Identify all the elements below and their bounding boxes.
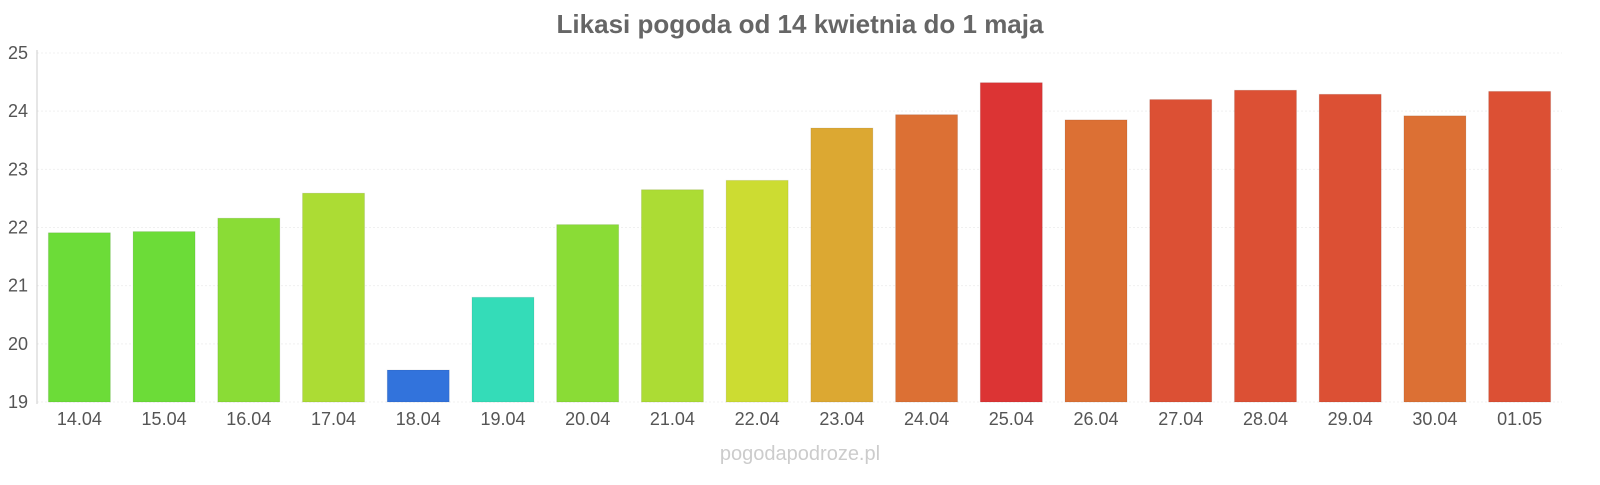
bar-30.04	[1403, 115, 1467, 403]
x-tick-label: 19.04	[480, 409, 525, 429]
x-tick-label: 01.05	[1497, 409, 1542, 429]
y-tick-label: 20	[8, 334, 28, 354]
x-tick-label: 20.04	[565, 409, 610, 429]
y-axis: 19 20 21 22 23 24 25	[8, 43, 28, 412]
bar-14.04	[47, 232, 111, 403]
bar-21.04	[640, 189, 704, 403]
bar-29.04	[1318, 93, 1382, 403]
x-axis: 14.04 15.04 16.04 17.04 18.04 19.04 20.04 21.04…	[57, 409, 1542, 429]
bar-19.04	[471, 296, 535, 403]
bar-27.04	[1149, 99, 1213, 403]
y-tick-label: 24	[8, 101, 28, 121]
bar-16.04	[217, 217, 281, 403]
bar-25.04	[979, 82, 1043, 403]
x-tick-label: 15.04	[142, 409, 187, 429]
x-tick-label: 17.04	[311, 409, 356, 429]
y-tick-label: 25	[8, 43, 28, 63]
watermark: pogodapodroze.pl	[720, 443, 880, 465]
x-tick-label: 30.04	[1412, 409, 1457, 429]
x-tick-label: 16.04	[226, 409, 271, 429]
bar-20.04	[556, 224, 620, 403]
x-tick-label: 14.04	[57, 409, 102, 429]
bar-22.04	[725, 179, 789, 403]
bar-23.04	[810, 127, 874, 403]
y-tick-label: 19	[8, 392, 28, 412]
y-tick-label: 21	[8, 276, 28, 296]
y-tick-label: 23	[8, 159, 28, 179]
bar-26.04	[1064, 119, 1128, 403]
bar-17.04	[302, 192, 366, 403]
x-tick-label: 23.04	[819, 409, 864, 429]
bar-18.04	[386, 369, 450, 403]
x-tick-label: 22.04	[735, 409, 780, 429]
chart-title: Likasi pogoda od 14 kwietnia do 1 maja	[557, 9, 1044, 39]
x-tick-label: 21.04	[650, 409, 695, 429]
x-tick-label: 26.04	[1074, 409, 1119, 429]
x-tick-label: 29.04	[1328, 409, 1373, 429]
bars	[47, 82, 1552, 403]
bar-24.04	[895, 114, 959, 403]
x-tick-label: 27.04	[1158, 409, 1203, 429]
y-tick-label: 22	[8, 218, 28, 238]
bar-01.05	[1488, 90, 1552, 403]
x-tick-label: 24.04	[904, 409, 949, 429]
bar-28.04	[1233, 89, 1297, 403]
x-tick-label: 28.04	[1243, 409, 1288, 429]
x-tick-label: 25.04	[989, 409, 1034, 429]
x-tick-label: 18.04	[396, 409, 441, 429]
bar-15.04	[132, 231, 196, 403]
